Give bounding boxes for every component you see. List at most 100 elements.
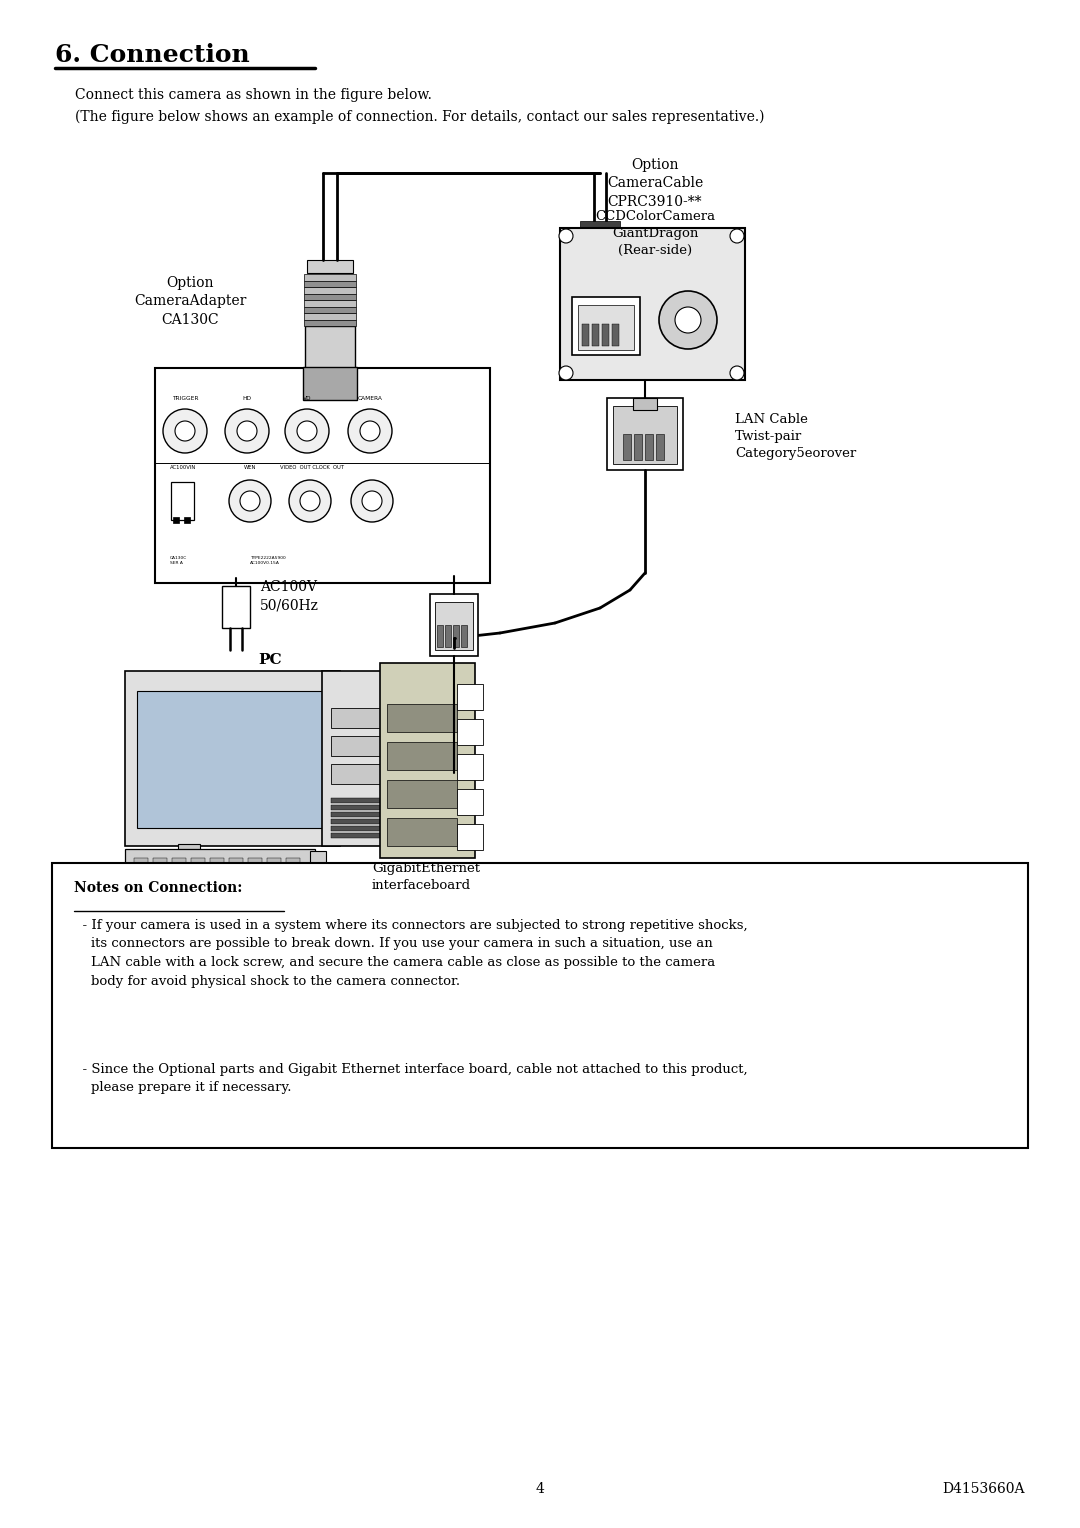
- Bar: [173, 516, 179, 523]
- Circle shape: [559, 367, 573, 380]
- Bar: [267, 868, 281, 876]
- Text: VIDEO  OUT CLOCK  OUT: VIDEO OUT CLOCK OUT: [280, 465, 345, 471]
- Bar: [248, 859, 262, 865]
- Bar: [303, 307, 356, 313]
- Bar: [134, 868, 148, 876]
- Bar: [387, 743, 457, 770]
- Bar: [137, 691, 328, 828]
- Bar: [580, 228, 620, 232]
- Text: WEN: WEN: [244, 465, 256, 471]
- Bar: [303, 367, 357, 400]
- Bar: [330, 736, 405, 756]
- Text: AC100V
50/60Hz: AC100V 50/60Hz: [260, 579, 319, 613]
- Circle shape: [348, 410, 392, 452]
- Text: AC100VIN: AC100VIN: [170, 465, 197, 471]
- Bar: [656, 434, 664, 460]
- Bar: [303, 287, 356, 293]
- Bar: [613, 406, 677, 465]
- Bar: [457, 685, 483, 711]
- Text: (The figure below shows an example of connection. For details, contact our sales: (The figure below shows an example of co…: [75, 110, 765, 124]
- Circle shape: [163, 410, 207, 452]
- Bar: [125, 671, 340, 847]
- Bar: [607, 397, 683, 471]
- Bar: [578, 306, 634, 350]
- Bar: [580, 222, 620, 226]
- Bar: [303, 299, 356, 307]
- Bar: [457, 720, 483, 746]
- Bar: [435, 602, 473, 649]
- Bar: [457, 753, 483, 779]
- Bar: [578, 248, 622, 274]
- Bar: [457, 824, 483, 850]
- Bar: [156, 866, 222, 879]
- Bar: [210, 859, 224, 865]
- Bar: [461, 625, 467, 646]
- Bar: [330, 805, 405, 810]
- Text: CCDColorCamera
GiantDragon
(Rear-side): CCDColorCamera GiantDragon (Rear-side): [595, 209, 715, 257]
- Bar: [330, 764, 405, 784]
- Circle shape: [360, 422, 380, 442]
- Bar: [612, 324, 619, 345]
- Bar: [248, 868, 262, 876]
- Bar: [330, 833, 405, 837]
- Bar: [580, 244, 620, 251]
- Bar: [330, 798, 405, 804]
- Bar: [286, 859, 300, 865]
- Bar: [229, 868, 243, 876]
- Circle shape: [289, 480, 330, 523]
- Bar: [582, 324, 589, 345]
- Text: TYPE2222A5900
AC100V0.15A: TYPE2222A5900 AC100V0.15A: [249, 556, 286, 565]
- Text: LAN Cable
Twist-pair
Category5eorover: LAN Cable Twist-pair Category5eorover: [735, 413, 856, 460]
- Bar: [303, 274, 356, 281]
- Bar: [330, 827, 405, 831]
- Text: Option
CameraAdapter
CA130C: Option CameraAdapter CA130C: [134, 277, 246, 327]
- Text: VD: VD: [302, 396, 311, 400]
- Bar: [430, 594, 478, 656]
- Bar: [387, 704, 457, 732]
- Bar: [380, 663, 475, 859]
- Bar: [153, 868, 167, 876]
- Bar: [387, 817, 457, 847]
- Text: D4153660A: D4153660A: [943, 1482, 1025, 1496]
- Circle shape: [229, 480, 271, 523]
- Bar: [634, 434, 642, 460]
- Bar: [178, 843, 200, 868]
- Bar: [453, 625, 459, 646]
- Bar: [303, 293, 356, 299]
- Circle shape: [675, 307, 701, 333]
- Bar: [134, 859, 148, 865]
- Bar: [445, 625, 451, 646]
- Text: TRIGGER: TRIGGER: [172, 396, 199, 400]
- Circle shape: [225, 410, 269, 452]
- Bar: [322, 671, 414, 847]
- Bar: [602, 324, 609, 345]
- Text: PC: PC: [258, 652, 282, 668]
- Bar: [156, 368, 490, 584]
- Bar: [171, 481, 194, 520]
- Bar: [580, 238, 620, 244]
- Bar: [303, 319, 356, 325]
- Bar: [330, 707, 405, 727]
- Bar: [592, 324, 599, 345]
- Circle shape: [300, 490, 320, 510]
- Bar: [633, 397, 657, 410]
- Bar: [125, 850, 315, 879]
- Bar: [576, 270, 624, 306]
- Text: Option
CameraCable
CPRC3910-**: Option CameraCable CPRC3910-**: [607, 157, 703, 209]
- Bar: [229, 859, 243, 865]
- Bar: [153, 859, 167, 865]
- Circle shape: [730, 229, 744, 243]
- Bar: [303, 313, 356, 319]
- Bar: [330, 811, 405, 817]
- Circle shape: [730, 367, 744, 380]
- Circle shape: [362, 490, 382, 510]
- Circle shape: [240, 490, 260, 510]
- Text: - Since the Optional parts and Gigabit Ethernet interface board, cable not attac: - Since the Optional parts and Gigabit E…: [75, 1063, 747, 1094]
- Bar: [623, 434, 631, 460]
- Text: HD: HD: [243, 396, 252, 400]
- Circle shape: [285, 410, 329, 452]
- Bar: [303, 281, 356, 287]
- Circle shape: [175, 422, 195, 442]
- Bar: [305, 325, 355, 368]
- Bar: [437, 625, 443, 646]
